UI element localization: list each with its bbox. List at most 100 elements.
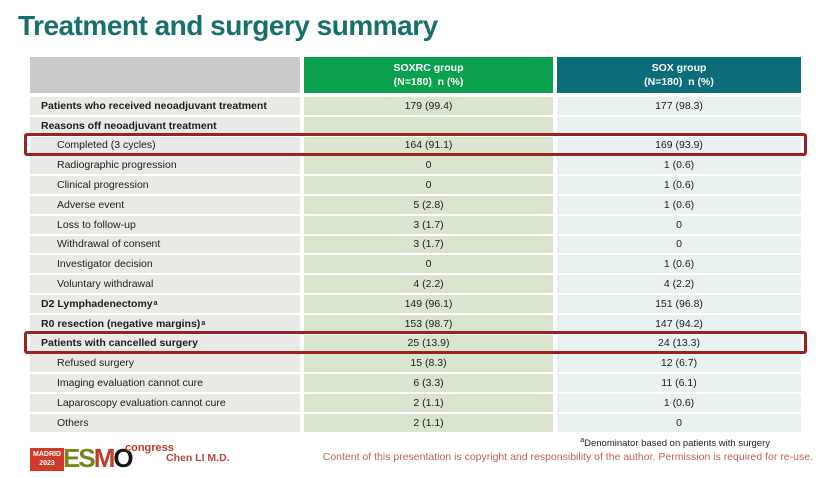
esmo-letter: O [113, 443, 133, 473]
congress-label: congress [125, 442, 174, 454]
sox-value: 1 (0.6) [557, 195, 801, 214]
sox-value: 1 (0.6) [557, 393, 801, 412]
madrid-2023-badge: MADRID 2023 [30, 448, 64, 471]
row-label: Patients with cancelled surgery [30, 334, 300, 353]
footnote-text: Denominator based on patients with surge… [584, 438, 770, 450]
sox-group-name: SOX group [651, 61, 707, 74]
table-row: Reasons off neoadjuvant treatment [30, 116, 801, 137]
row-label-text: Refused surgery [57, 357, 135, 370]
sox-value: 11 (6.1) [557, 374, 801, 392]
soxrc-value: 0 [304, 156, 553, 175]
esmo-letter: S [78, 443, 95, 473]
row-label-text: Withdrawal of consent [57, 238, 161, 251]
row-label: Adverse event [30, 195, 300, 214]
table-row: Adverse event 5 (2.8) 1 (0.6) [30, 195, 801, 216]
row-label: Radiographic progression [30, 156, 300, 175]
soxrc-value: 149 (96.1) [304, 294, 553, 313]
summary-table: SOXRC group (N=180) n (%) SOX group (N=1… [24, 57, 807, 434]
table-row: Completed (3 cycles) 164 (91.1) 169 (93.… [24, 133, 807, 157]
sox-value: 4 (2.2) [557, 275, 801, 293]
sox-group-n: (N=180) n (%) [644, 76, 714, 88]
row-label-text: Voluntary withdrawal [57, 278, 154, 291]
row-label-text: R0 resection (negative margins) [41, 317, 201, 330]
soxrc-value: 0 [304, 176, 553, 194]
row-label: Completed (3 cycles) [30, 136, 300, 155]
row-label: Clinical progression [30, 176, 300, 194]
sox-value: 1 (0.6) [557, 176, 801, 194]
row-label-text: Others [57, 416, 89, 429]
year-label: 2023 [39, 459, 55, 467]
row-label-text: D2 Lymphadenectomy [41, 297, 153, 310]
row-label-text: Investigator decision [57, 258, 153, 271]
row-label: Loss to follow-up [30, 215, 300, 234]
footnote-superscript: a [580, 437, 585, 444]
row-label-text: Adverse event [57, 198, 125, 211]
sox-value [557, 116, 801, 135]
sox-value: 0 [557, 215, 801, 234]
soxrc-value: 2 (1.1) [304, 393, 553, 412]
soxrc-value: 3 (1.7) [304, 235, 553, 254]
sox-value: 147 (94.2) [557, 314, 801, 333]
table-row: Withdrawal of consent 3 (1.7) 0 [30, 235, 801, 256]
row-label-text: Patients who received neoadjuvant treatm… [41, 99, 267, 112]
soxrc-group-n: (N=180) n (%) [393, 76, 464, 88]
sox-value: 0 [557, 413, 801, 432]
soxrc-value: 5 (2.8) [304, 195, 553, 214]
soxrc-value [304, 116, 553, 135]
soxrc-value: 164 (91.1) [304, 136, 553, 155]
row-label-text: Imaging evaluation cannot cure [57, 377, 203, 390]
row-label: Others [30, 413, 300, 432]
row-label: Voluntary withdrawal [30, 275, 300, 293]
table-row: Refused surgery 15 (8.3) 12 (6.7) [30, 354, 801, 375]
madrid-label: MADRID [33, 450, 61, 458]
row-label-superscript: a [201, 320, 206, 328]
row-label: Reasons off neoadjuvant treatment [30, 116, 300, 135]
esmo-letter: M [93, 443, 116, 473]
row-label-text: Completed (3 cycles) [57, 139, 156, 152]
sox-value: 0 [557, 235, 801, 254]
row-label: Laparoscopy evaluation cannot cure [30, 393, 300, 412]
table-row: Voluntary withdrawal 4 (2.2) 4 (2.2) [30, 275, 801, 295]
sox-value: 151 (96.8) [557, 294, 801, 313]
table-row: D2 Lymphadenectomy a 149 (96.1) 151 (96.8… [30, 294, 801, 315]
soxrc-group-name: SOXRC group [393, 61, 464, 74]
soxrc-value: 179 (99.4) [304, 97, 553, 115]
table-row: Imaging evaluation cannot cure 6 (3.3) 1… [30, 374, 801, 394]
table-row: Patients with cancelled surgery 25 (13.9… [24, 331, 807, 355]
esmo-wordmark: ESMO [63, 443, 134, 473]
table-row: Radiographic progression 0 1 (0.6) [30, 156, 801, 177]
row-label-text: Reasons off neoadjuvant treatment [41, 119, 217, 132]
soxrc-value: 2 (1.1) [304, 413, 553, 432]
table-header-row: SOXRC group (N=180) n (%) SOX group (N=1… [30, 57, 801, 93]
esmo-letter: E [63, 443, 80, 473]
sox-value: 24 (13.3) [557, 334, 801, 353]
table-row: Laparoscopy evaluation cannot cure 2 (1.… [30, 393, 801, 414]
row-label: Patients who received neoadjuvant treatm… [30, 97, 300, 115]
row-label-text: Loss to follow-up [57, 218, 136, 231]
row-label: Refused surgery [30, 354, 300, 373]
copyright-notice: Content of this presentation is copyrigh… [322, 451, 813, 463]
table-row: Others 2 (1.1) 0 [30, 413, 801, 434]
row-label: Withdrawal of consent [30, 235, 300, 254]
soxrc-value: 153 (98.7) [304, 314, 553, 333]
row-label: Investigator decision [30, 255, 300, 274]
table-footnote: aDenominator based on patients with surg… [580, 437, 770, 449]
soxrc-value: 4 (2.2) [304, 275, 553, 293]
sox-value: 169 (93.9) [557, 136, 801, 155]
page-title: Treatment and surgery summary [18, 10, 438, 41]
table-row: Loss to follow-up 3 (1.7) 0 [30, 215, 801, 236]
sox-value: 1 (0.6) [557, 156, 801, 175]
row-label-text: Patients with cancelled surgery [41, 337, 198, 350]
soxrc-value: 3 (1.7) [304, 215, 553, 234]
row-label-superscript: a [153, 300, 158, 308]
table-body: Patients who received neoadjuvant treatm… [24, 97, 807, 434]
esmo-congress-logo: MADRID 2023 ESMO congress [30, 442, 180, 476]
table-row: R0 resection (negative margins) a 153 (98… [30, 314, 801, 335]
row-label-text: Laparoscopy evaluation cannot cure [57, 396, 226, 409]
sox-value: 177 (98.3) [557, 97, 801, 115]
header-cell-sox-group: SOX group (N=180) n (%) [557, 57, 801, 93]
sox-value: 12 (6.7) [557, 354, 801, 373]
table-row: Patients who received neoadjuvant treatm… [30, 97, 801, 117]
soxrc-value: 15 (8.3) [304, 354, 553, 373]
